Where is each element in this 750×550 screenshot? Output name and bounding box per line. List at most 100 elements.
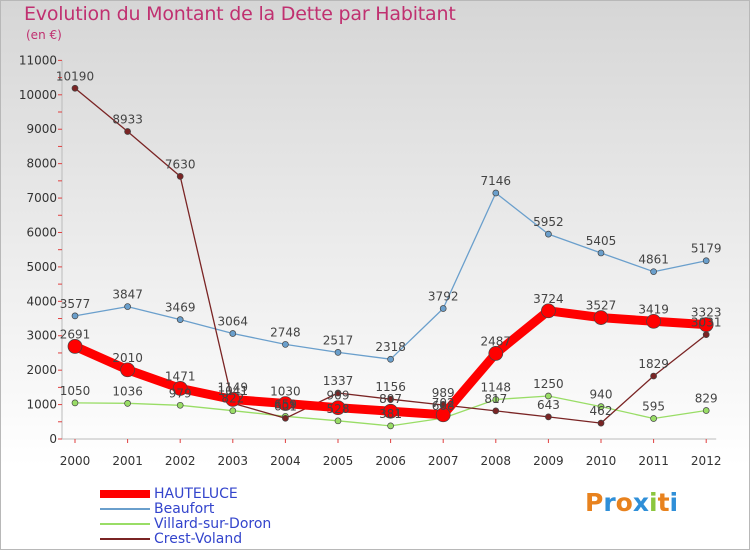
data-point-hauteluce	[225, 392, 241, 407]
data-point-crest-voland	[282, 414, 289, 422]
legend-label-villard-sur-doron: Villard-sur-Doron	[154, 515, 272, 532]
data-label-hauteluce: 3527	[586, 299, 617, 313]
data-label-crest-voland: 3031	[691, 316, 722, 330]
data-point-villard-sur-doron	[387, 422, 394, 430]
x-tick-label: 2006	[375, 454, 406, 468]
data-point-hauteluce	[172, 381, 188, 396]
data-point-crest-voland	[176, 173, 184, 180]
data-label-villard-sur-doron: 1148	[481, 380, 512, 394]
data-point-beaufort	[387, 355, 394, 363]
data-point-crest-voland	[545, 413, 552, 421]
data-label-crest-voland: 8933	[112, 113, 143, 127]
legend-item-crest-voland: Crest-Voland	[100, 530, 271, 547]
data-label-beaufort: 3064	[218, 315, 249, 329]
data-label-hauteluce: 1471	[165, 369, 196, 383]
logo-letter: o	[615, 488, 633, 517]
data-point-villard-sur-doron	[492, 396, 500, 403]
data-label-crest-voland: 1337	[323, 374, 354, 388]
chart-title: Evolution du Montant de la Dette par Hab…	[24, 3, 456, 25]
data-label-crest-voland: 817	[484, 392, 507, 406]
data-label-hauteluce: 807	[379, 392, 402, 406]
data-point-crest-voland	[650, 372, 657, 380]
data-label-crest-voland: 10190	[56, 69, 94, 83]
data-point-villard-sur-doron	[545, 392, 552, 400]
logo-letter: i	[649, 488, 658, 517]
data-point-villard-sur-doron	[124, 399, 131, 407]
data-label-beaufort: 3577	[60, 297, 91, 311]
data-label-beaufort: 2748	[270, 325, 301, 339]
x-tick-label: 2002	[165, 454, 196, 468]
data-label-crest-voland: 462	[590, 404, 613, 418]
data-point-beaufort	[176, 316, 184, 323]
data-label-beaufort: 5179	[691, 242, 722, 256]
data-label-beaufort: 5405	[586, 234, 617, 248]
y-tick-label: 8000	[26, 157, 57, 171]
data-point-beaufort	[282, 341, 289, 348]
legend-label-beaufort: Beaufort	[154, 500, 215, 517]
data-point-hauteluce	[646, 313, 661, 329]
series-line-beaufort	[74, 192, 707, 360]
data-label-beaufort: 2318	[375, 340, 406, 354]
data-label-crest-voland: 643	[537, 398, 560, 412]
x-tick-label: 2010	[586, 454, 617, 468]
data-label-villard-sur-doron: 595	[642, 400, 665, 414]
data-label-hauteluce: 2691	[60, 327, 91, 341]
y-tick-label: 2000	[26, 363, 57, 377]
legend-swatch-villard-sur-doron	[100, 522, 150, 525]
data-point-hauteluce	[593, 310, 609, 325]
proxiti-logo: Proxiti	[585, 488, 678, 517]
data-point-crest-voland	[597, 419, 605, 427]
x-tick-label: 2012	[691, 454, 722, 468]
data-label-hauteluce: 2487	[481, 334, 512, 348]
data-point-crest-voland	[387, 395, 394, 403]
legend: HAUTELUCE Beaufort Villard-sur-Doron Cre…	[100, 485, 272, 547]
data-label-hauteluce: 3724	[533, 292, 564, 306]
x-tick-label: 2003	[218, 454, 249, 468]
y-tick-label: 0	[49, 432, 57, 446]
data-point-villard-sur-doron	[71, 399, 79, 407]
y-tick-label: 1000	[26, 398, 57, 412]
data-point-crest-voland	[334, 389, 342, 397]
data-point-beaufort	[702, 257, 710, 265]
data-point-villard-sur-doron	[702, 407, 710, 414]
legend-swatch-hauteluce	[100, 489, 150, 498]
data-point-beaufort	[545, 230, 552, 238]
logo-letter: t	[657, 488, 670, 517]
data-label-villard-sur-doron: 1250	[533, 377, 564, 391]
data-label-villard-sur-doron: 940	[590, 388, 613, 402]
data-label-hauteluce: 1030	[270, 385, 301, 399]
data-label-villard-sur-doron: 528	[327, 402, 350, 416]
data-label-hauteluce: 2010	[112, 351, 143, 365]
data-point-beaufort	[439, 305, 447, 312]
y-tick-label: 6000	[26, 225, 57, 239]
data-point-villard-sur-doron	[176, 401, 184, 409]
legend-label-hauteluce: HAUTELUCE	[154, 485, 238, 502]
y-tick-label: 3000	[26, 329, 57, 343]
x-tick-label: 2004	[270, 454, 301, 468]
data-point-hauteluce	[67, 339, 83, 354]
data-label-beaufort: 2517	[323, 333, 354, 347]
y-tick-label: 5000	[26, 260, 57, 274]
data-label-hauteluce: 702	[432, 396, 455, 410]
data-point-hauteluce	[278, 396, 293, 411]
data-point-beaufort	[124, 303, 131, 310]
legend-swatch-crest-voland	[100, 537, 150, 540]
data-label-villard-sur-doron: 1050	[60, 384, 91, 398]
data-label-crest-voland: 1156	[375, 380, 406, 394]
legend-item-villard-sur-doron: Villard-sur-Doron	[100, 515, 272, 532]
data-point-hauteluce	[435, 407, 451, 423]
data-point-beaufort	[597, 249, 605, 257]
y-tick-label: 4000	[26, 294, 57, 308]
logo-letter: i	[669, 488, 679, 517]
data-label-villard-sur-doron: 979	[169, 386, 192, 400]
data-point-villard-sur-doron	[334, 417, 342, 425]
data-point-beaufort	[650, 268, 657, 276]
data-point-hauteluce	[541, 303, 556, 319]
unit-label: (en €)	[26, 28, 62, 42]
x-tick-label: 2000	[60, 454, 91, 468]
data-point-crest-voland	[124, 128, 131, 135]
data-point-hauteluce	[330, 400, 346, 416]
legend-label-crest-voland: Crest-Voland	[154, 530, 243, 547]
data-point-villard-sur-doron	[597, 403, 605, 410]
